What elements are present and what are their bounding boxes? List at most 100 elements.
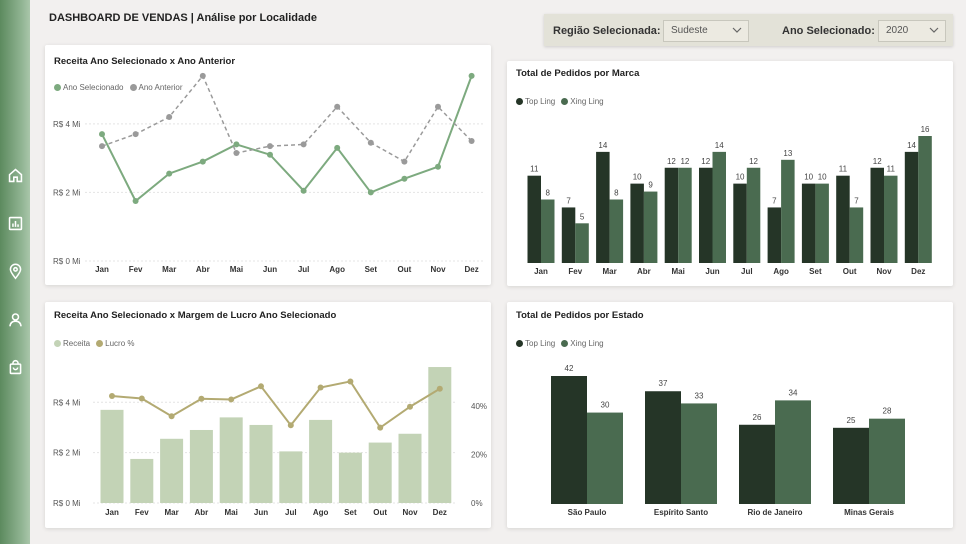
data-point	[334, 144, 341, 151]
bar	[100, 409, 124, 503]
x-tick-label: Abr	[195, 508, 209, 517]
x-tick-label: Ago	[773, 267, 789, 276]
x-tick-label: Fev	[135, 508, 149, 517]
chart-legend: Top Ling Xing Ling	[516, 97, 604, 106]
data-label: 8	[614, 189, 619, 198]
data-label: 42	[565, 364, 574, 373]
region-select-value: Sudeste	[671, 25, 708, 36]
chart-title: Total de Pedidos por Estado	[516, 310, 644, 321]
legend-item[interactable]: Top Ling	[516, 339, 555, 348]
data-label: 14	[598, 141, 607, 150]
bar	[249, 424, 273, 503]
data-point	[198, 395, 205, 402]
bar	[309, 419, 333, 503]
data-label: 12	[680, 157, 689, 166]
data-label: 26	[753, 413, 762, 422]
bar	[279, 451, 303, 503]
x-tick-label: Jul	[285, 508, 297, 517]
sidebar	[0, 0, 30, 544]
legend-item[interactable]: Xing Ling	[561, 97, 604, 106]
revenue-vs-margin-plot: R$ 0 Mi R$ 2 Mi R$ 4 Mi 0% 20% 40% Jan Fev Mar Ab…	[53, 367, 487, 517]
data-label: 14	[907, 141, 916, 150]
bar	[587, 412, 623, 504]
data-point	[199, 72, 206, 79]
data-label: 10	[736, 173, 745, 182]
data-point	[228, 396, 235, 403]
data-point	[334, 103, 341, 110]
data-label: 7	[566, 196, 571, 205]
legend-item[interactable]: Xing Ling	[561, 339, 604, 348]
region-select[interactable]: Sudeste	[663, 20, 749, 42]
x-tick-label: Rio de Janeiro	[747, 508, 802, 517]
y-tick-label: R$ 4 Mi	[53, 398, 81, 407]
data-label: 11	[887, 165, 896, 174]
x-tick-label: Jan	[105, 508, 119, 517]
x-tick-label: Jan	[95, 265, 109, 274]
x-tick-label: Ago	[313, 508, 329, 517]
legend-item[interactable]: Top Ling	[516, 97, 555, 106]
x-tick-label: Set	[365, 265, 378, 274]
bar	[664, 167, 679, 263]
data-point	[367, 189, 374, 196]
data-label: 12	[873, 157, 882, 166]
x-tick-label: Out	[398, 265, 412, 274]
bar	[775, 400, 811, 504]
bar	[815, 183, 829, 263]
x-tick-label: Mai	[230, 265, 243, 274]
data-label: 14	[715, 141, 724, 150]
bar	[833, 427, 869, 504]
bar	[541, 199, 555, 263]
data-point	[132, 198, 139, 204]
x-tick-label: Minas Gerais	[844, 508, 894, 517]
bar	[596, 151, 610, 263]
bar	[645, 391, 681, 504]
bar	[561, 207, 576, 263]
legend-item[interactable]: Lucro %	[96, 339, 134, 348]
data-point	[267, 151, 273, 158]
data-point	[99, 131, 105, 138]
bar	[630, 183, 644, 263]
bar	[609, 199, 624, 263]
x-tick-label: Ago	[329, 265, 345, 274]
legend-item[interactable]: Receita	[54, 339, 90, 348]
year-filter-label: Ano Selecionado:	[782, 25, 875, 37]
data-label: 12	[701, 157, 710, 166]
chart-title: Receita Ano Selecionado x Margem de Lucr…	[54, 310, 337, 321]
legend-item[interactable]: Ano Selecionado	[54, 83, 124, 92]
bar-chart-icon[interactable]	[5, 213, 25, 233]
bar	[849, 207, 864, 263]
bar	[681, 403, 717, 504]
series-line	[111, 380, 441, 430]
y-tick-label: R$ 0 Mi	[53, 499, 81, 508]
bar	[801, 183, 816, 263]
year-select[interactable]: 2020	[878, 20, 946, 42]
x-tick-label: Fev	[129, 265, 143, 274]
orders-by-state-plot: 42 30 São Paulo 37 33 Espírito Santo 26 34 Rio d…	[551, 364, 905, 517]
bar	[884, 175, 898, 263]
x-tick-label: Nov	[876, 267, 892, 276]
data-point	[300, 187, 307, 194]
data-label: 10	[804, 173, 813, 182]
data-label: 16	[921, 125, 930, 134]
data-point	[435, 163, 441, 170]
y2-tick-label: 0%	[471, 499, 483, 508]
chart-legend: Receita Lucro %	[54, 339, 134, 348]
data-label: 33	[695, 391, 704, 400]
x-tick-label: Jul	[298, 265, 310, 274]
x-tick-label: Jun	[705, 267, 719, 276]
location-pin-icon[interactable]	[5, 261, 25, 281]
home-icon[interactable]	[5, 165, 25, 185]
data-point	[267, 143, 273, 150]
bar	[836, 175, 850, 263]
legend-item[interactable]: Ano Anterior	[129, 83, 183, 92]
x-tick-label: Mar	[602, 267, 616, 276]
shopping-bag-icon[interactable]	[5, 357, 25, 377]
bar	[527, 175, 541, 263]
x-tick-label: Mar	[162, 265, 176, 274]
bar	[739, 424, 775, 504]
data-point	[138, 395, 145, 402]
data-label: 12	[749, 157, 758, 166]
x-tick-label: Dez	[911, 267, 925, 276]
user-icon[interactable]	[5, 309, 25, 329]
data-label: 12	[667, 157, 676, 166]
